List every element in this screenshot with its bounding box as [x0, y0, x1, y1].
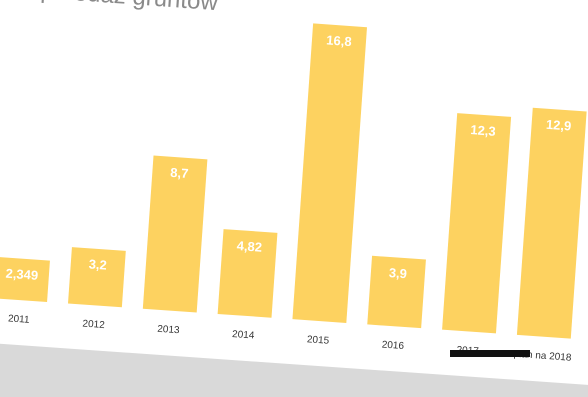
data-label-1: 3,2 [88, 256, 107, 272]
bar-7 [516, 107, 587, 339]
bar-3 [217, 229, 278, 318]
bar-5 [367, 255, 426, 329]
data-label-4: 16,8 [326, 32, 352, 49]
category-label-3: 2014 [232, 329, 255, 342]
bar-2 [142, 155, 208, 313]
category-label-5: 2016 [381, 339, 404, 352]
category-label-0: 2011 [8, 313, 31, 326]
category-label-1: 2012 [82, 319, 105, 332]
bar-6 [442, 113, 512, 334]
data-label-3: 4,82 [236, 238, 262, 255]
dark-edge [450, 350, 530, 357]
data-label-5: 3,9 [388, 265, 407, 281]
category-label-2: 2013 [157, 324, 180, 337]
data-label-7: 12,9 [545, 117, 571, 134]
bar-1 [67, 247, 126, 308]
bar-0 [0, 256, 50, 303]
data-label-0: 2,349 [5, 266, 39, 283]
bar-4 [292, 23, 367, 323]
category-label-4: 2015 [307, 334, 330, 347]
data-label-2: 8,7 [170, 165, 189, 181]
data-label-6: 12,3 [470, 122, 496, 139]
